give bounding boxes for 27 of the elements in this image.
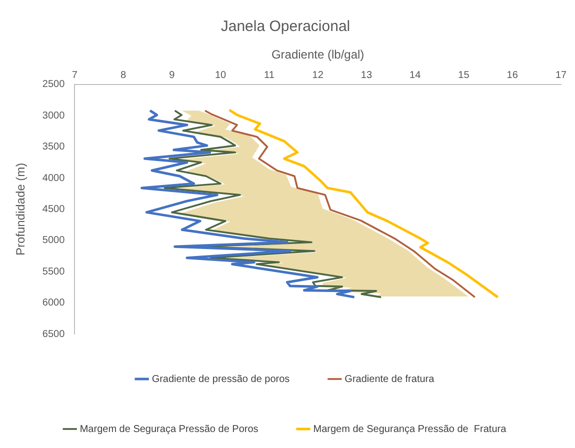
y-tick-label: 4500	[42, 204, 66, 215]
x-tick-label: 17	[555, 70, 567, 82]
x-tick-label: 11	[264, 70, 275, 82]
y-tick-label: 6000	[42, 298, 66, 309]
x-tick-label: 9	[169, 70, 176, 82]
y-tick-label: 6500	[42, 328, 66, 340]
x-tick-label: 10	[214, 70, 227, 82]
y-tick-label: 2500	[42, 79, 66, 90]
x-tick-label: 16	[506, 70, 518, 82]
x-tick-label: 12	[312, 70, 324, 82]
x-tick-label: 13	[360, 70, 372, 82]
legend-label: Gradiente de pressão de poros	[152, 374, 290, 385]
x-tick-label: 7	[72, 70, 78, 82]
chart-title: Janela Operacional	[220, 18, 350, 36]
y-tick-label: 3500	[42, 142, 66, 153]
x-tick-label: 15	[458, 70, 470, 82]
y-tick-label: 5000	[42, 235, 66, 246]
legend-label: Gradiente de fratura	[344, 374, 435, 385]
x-axis-title: Gradiente (lb/gal)	[271, 48, 364, 62]
y-axis-title: Profundidade (m)	[14, 162, 28, 256]
y-tick-label: 3000	[42, 110, 66, 122]
legend-label: Margem de Seguraça Pressão de Poros	[80, 424, 258, 435]
y-tick-label: 5500	[42, 266, 66, 278]
legend-label: Margem de Segurança Pressão de Fratura	[313, 424, 507, 435]
y-tick-label: 4000	[42, 172, 66, 184]
x-tick-label: 8	[120, 70, 126, 82]
x-tick-label: 14	[410, 70, 422, 82]
